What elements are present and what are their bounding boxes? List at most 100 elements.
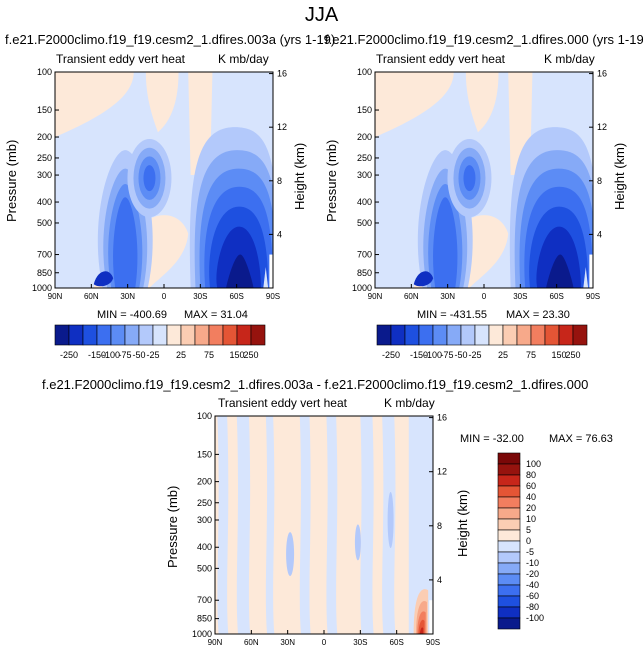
negative-region [236,416,251,634]
latitude-tick-label: 60S [550,292,564,301]
colorbar-label: -100 [526,613,544,623]
negative-region [265,416,275,634]
negative-contour [387,492,394,549]
pressure-tick-label: 100 [37,67,52,77]
panel-1-title: f.e21.F2000climo.f19_f19.cesm2_1.dfires.… [5,32,336,47]
colorbar-label: -10 [526,558,539,568]
contour-field [55,72,273,288]
negative-region [326,416,338,634]
pressure-tick-label: 150 [357,105,372,115]
panel-3-units-label: K mb/day [384,396,435,410]
latitude-tick-label: 90N [368,292,383,301]
latitude-tick-label: 60N [244,638,259,647]
height-tick-label: 16 [597,69,607,79]
pressure-tick-label: 850 [37,268,52,278]
colorbar-label: 75 [526,350,536,360]
height-tick-label: 8 [597,176,602,186]
colorbar-box [474,324,490,346]
latitude-tick-label: 0 [482,292,487,301]
colorbar-box [124,324,140,346]
colorbar-box [497,463,521,476]
latitude-tick-label: 30S [513,292,527,301]
pressure-tick-label: 100 [357,67,372,77]
height-tick-label: 12 [597,122,607,132]
colorbar-box [110,324,126,346]
panel-2-variable-label: Transient eddy vert heat [376,52,505,66]
latitude-tick-label: 90S [426,638,440,647]
pressure-tick-label: 200 [357,132,372,142]
colorbar-box [418,324,434,346]
colorbar-label: -100 [424,350,442,360]
panel-1-variable-label: Transient eddy vert heat [56,52,185,66]
colorbar-label: -40 [526,580,539,590]
colorbar-label: -75 [118,350,131,360]
colorbar-box [54,324,70,346]
colorbar-box [96,324,112,346]
colorbar-box [558,324,574,346]
latitude-tick-label: 60S [230,292,244,301]
field-edge [263,267,269,288]
colorbar-box [497,573,521,586]
colorbar-box [460,324,476,346]
latitude-tick-label: 90S [266,292,280,301]
negative-contour [433,197,458,288]
colorbar-label: 150 [229,350,244,360]
panel-3-title: f.e21.F2000climo.f19_f19.cesm2_1.dfires.… [42,377,589,392]
colorbar-label: 150 [551,350,566,360]
colorbar-label: -25 [468,350,481,360]
pressure-tick-label: 250 [197,498,212,508]
positive-region [375,72,454,138]
colorbar-box [497,518,521,531]
colorbar-box [497,485,521,498]
latitude-tick-label: 30S [193,292,207,301]
panel-1-max: MAX = 31.04 [184,309,248,321]
latitude-tick-label: 0 [162,292,167,301]
panel-3-ylabel: Pressure (mb) [165,485,180,568]
colorbar-box [497,529,521,542]
pressure-tick-label: 850 [197,614,212,624]
positive-region [465,72,499,133]
colorbar-label: -60 [526,591,539,601]
figure-title: JJA [304,4,339,26]
latitude-tick-label: 60N [84,292,99,301]
colorbar-box [497,474,521,487]
pressure-tick-label: 150 [37,105,52,115]
colorbar-box [497,584,521,597]
negative-contour [93,271,114,287]
pressure-tick-label: 500 [357,218,372,228]
pressure-tick-label: 400 [357,197,372,207]
panel-2-max: MAX = 23.30 [506,309,570,321]
colorbar-label: -150 [410,350,428,360]
colorbar-box [446,324,462,346]
colorbar-label: 80 [526,470,536,480]
panel-1-plot: 100 150 200 250 300 400 500 700 850 1000 16 12 8 4 90N… [32,67,287,301]
colorbar-box [250,324,266,346]
colorbar-box [432,324,448,346]
colorbar-box [516,324,532,346]
colorbar-box [194,324,210,346]
height-tick-label: 12 [277,122,287,132]
panel-3-max: MAX = 76.63 [549,433,613,445]
pressure-tick-label: 1000 [32,283,52,293]
pressure-tick-label: 700 [37,250,52,260]
colorbar-box [497,452,521,465]
latitude-tick-label: 30N [120,292,135,301]
colorbar-label: 75 [204,350,214,360]
colorbar-box [497,595,521,608]
colorbar-label: 10 [526,514,536,524]
height-tick-label: 16 [277,69,287,79]
latitude-tick-label: 60S [390,638,404,647]
pressure-tick-label: 250 [357,153,372,163]
latitude-tick-label: 60N [404,292,419,301]
colorbar-label: 250 [243,350,258,360]
pressure-tick-label: 200 [37,132,52,142]
negative-region [299,416,311,634]
negative-contour [546,254,574,288]
height-tick-label: 8 [277,176,282,186]
panel-3-ylabel-right: Height (km) [455,489,470,557]
colorbar-box [497,540,521,553]
colorbar-label: -250 [382,350,400,360]
panel-2-plot: 100 150 200 250 300 400 500 700 850 1000 16 12 8 4 90N… [352,67,607,301]
pressure-tick-label: 100 [197,411,212,421]
